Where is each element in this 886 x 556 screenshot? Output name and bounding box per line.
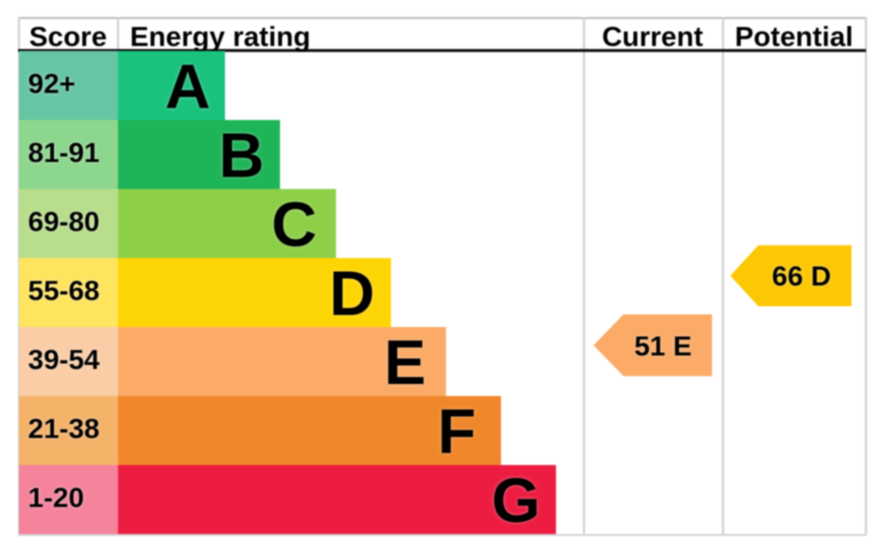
svg-text:66 D: 66 D [772,261,831,292]
svg-text:51 E: 51 E [634,330,692,361]
